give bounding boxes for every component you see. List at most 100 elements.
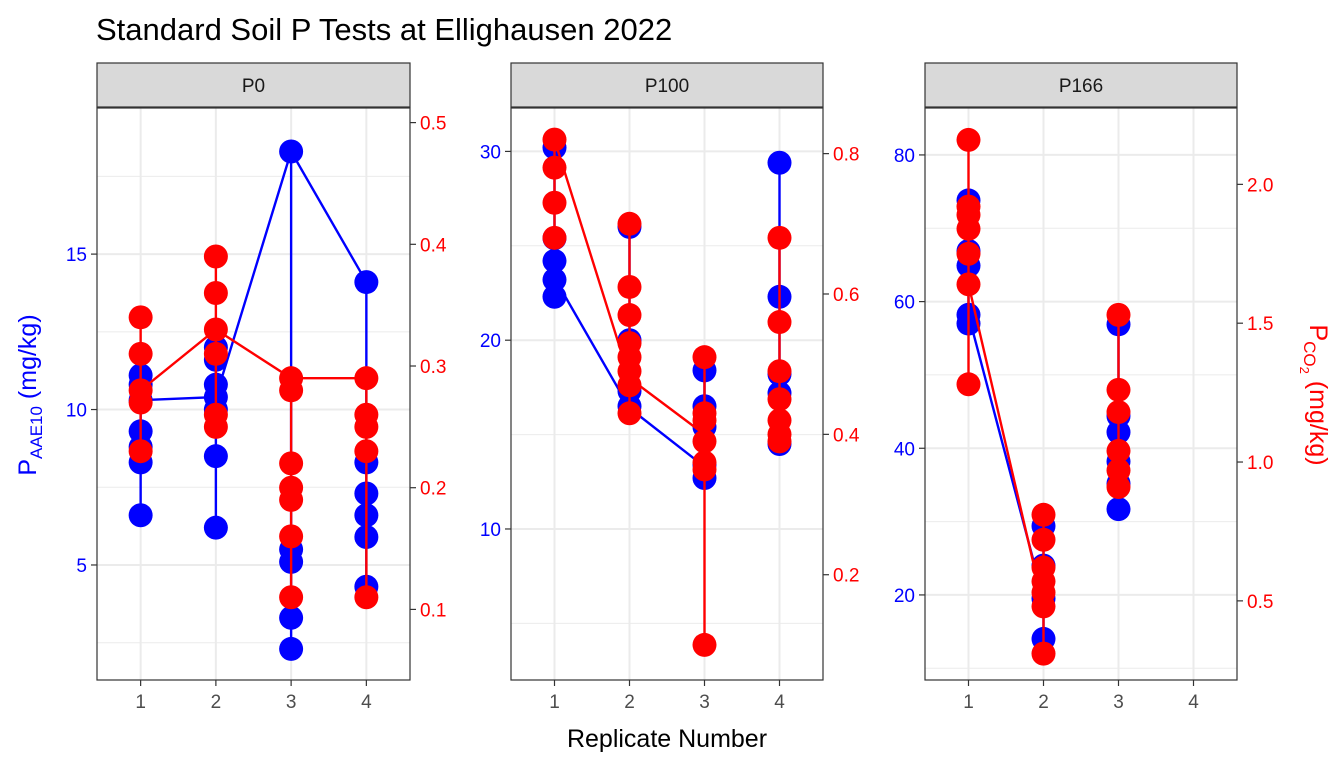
y-axis-title-right-unit: (mg/kg) [1304,374,1332,466]
y-axis-title-right-subsub: 2 [1297,367,1312,374]
co2-point [956,194,981,219]
y-right-tick-label: 0.5 [1247,592,1273,613]
x-tick-label: 3 [1113,692,1124,713]
panel-p166: P166 1 2 3 4 20 40 60 80 0.5 1.0 1.5 2.0 [894,62,1273,713]
aae10-point [279,636,304,661]
co2-point [956,272,981,297]
co2-point [617,211,642,236]
aae10-point [542,284,567,309]
panel-border [96,107,411,681]
x-tick-label: 2 [211,692,222,713]
co2-point [203,341,228,366]
co2-point [542,225,567,250]
co2-point [1106,400,1131,425]
co2-point [1106,475,1131,500]
co2-point [128,378,153,403]
x-tick-label: 4 [361,692,372,713]
x-tick-label: 1 [549,692,560,713]
co2-point [1031,527,1056,552]
x-axis-title: Replicate Number [567,725,767,753]
y-left-tick-label: 5 [76,556,87,577]
co2-point [279,366,304,391]
x-tick-label: 3 [286,692,297,713]
y-left-tick-label: 40 [894,439,915,460]
co2-point [203,402,228,427]
co2-point [203,317,228,342]
co2-point [767,225,792,250]
co2-series-line [139,328,367,392]
co2-point [956,372,981,397]
co2-point [692,429,717,454]
y-right-tick-label: 0.6 [833,285,859,306]
co2-point [617,303,642,328]
aae10-point [279,605,304,630]
co2-point [767,310,792,335]
aae10-point [203,515,228,540]
y-right-tick-label: 0.2 [833,566,859,587]
y-axis-title-left-unit: (mg/kg) [14,314,42,406]
y-axis-title-left-main: P [14,459,42,476]
aae10-point [1106,497,1131,522]
co2-point [1106,458,1131,483]
y-axis-title-left: PAAE10 (mg/kg) [14,314,46,475]
y-left-tick-label: 20 [480,331,501,352]
y-left-tick-label: 20 [894,586,915,607]
x-tick-label: 2 [624,692,635,713]
y-right-tick-label: 0.2 [420,479,446,500]
co2-point [354,366,379,391]
y-right-tick-label: 0.1 [420,600,446,621]
co2-point [279,451,304,476]
y-left-tick-label: 30 [480,142,501,163]
co2-point [354,585,379,610]
co2-point [1031,641,1056,666]
y-right-tick-label: 0.8 [833,145,859,166]
co2-point [692,632,717,657]
co2-point [617,274,642,299]
x-tick-label: 2 [1038,692,1049,713]
co2-point [1106,302,1131,327]
co2-point [1031,555,1056,580]
y-right-tick-label: 0.4 [833,425,860,446]
y-right-tick-label: 0.4 [420,235,447,256]
y-right-tick-label: 2.0 [1247,175,1273,196]
aae10-point [542,248,567,273]
facet-strip [924,62,1238,108]
y-left-tick-label: 60 [894,293,915,314]
y-axis-title-right-sub: CO [1300,341,1319,367]
co2-point [617,331,642,356]
aae10-point [279,139,304,164]
co2-point [279,585,304,610]
facet-label: P100 [645,76,689,97]
co2-point [1106,377,1131,402]
chart-title: Standard Soil P Tests at Ellighausen 202… [96,12,672,47]
co2-point [767,359,792,384]
co2-point [279,475,304,500]
co2-point [354,439,379,464]
co2-point [1106,438,1131,463]
facet-label: P0 [242,76,265,97]
co2-point [203,280,228,305]
y-left-tick-label: 80 [894,146,915,167]
co2-point [692,345,717,370]
co2-point [279,524,304,549]
co2-point [956,241,981,266]
panel-p100: P100 1 2 3 4 10 20 30 0.2 0.4 0.6 0.8 [480,62,860,713]
co2-series-line [967,284,1045,607]
y-axis-title-left-sub: AAE10 [27,406,46,459]
x-tick-label: 4 [774,692,785,713]
aae10-point [128,503,153,528]
y-right-tick-label: 1.0 [1247,453,1273,474]
co2-point [1031,502,1056,527]
facet-strip [96,62,411,108]
y-left-tick-label: 15 [66,245,87,266]
y-left-tick-label: 10 [480,520,501,541]
aae10-point [354,270,379,295]
aae10-point [542,267,567,292]
y-axis-title-right: PCO2 (mg/kg) [1297,324,1332,465]
co2-point [767,387,792,412]
aae10-point [203,444,228,469]
x-tick-label: 3 [699,692,710,713]
aae10-series-line [140,148,368,402]
